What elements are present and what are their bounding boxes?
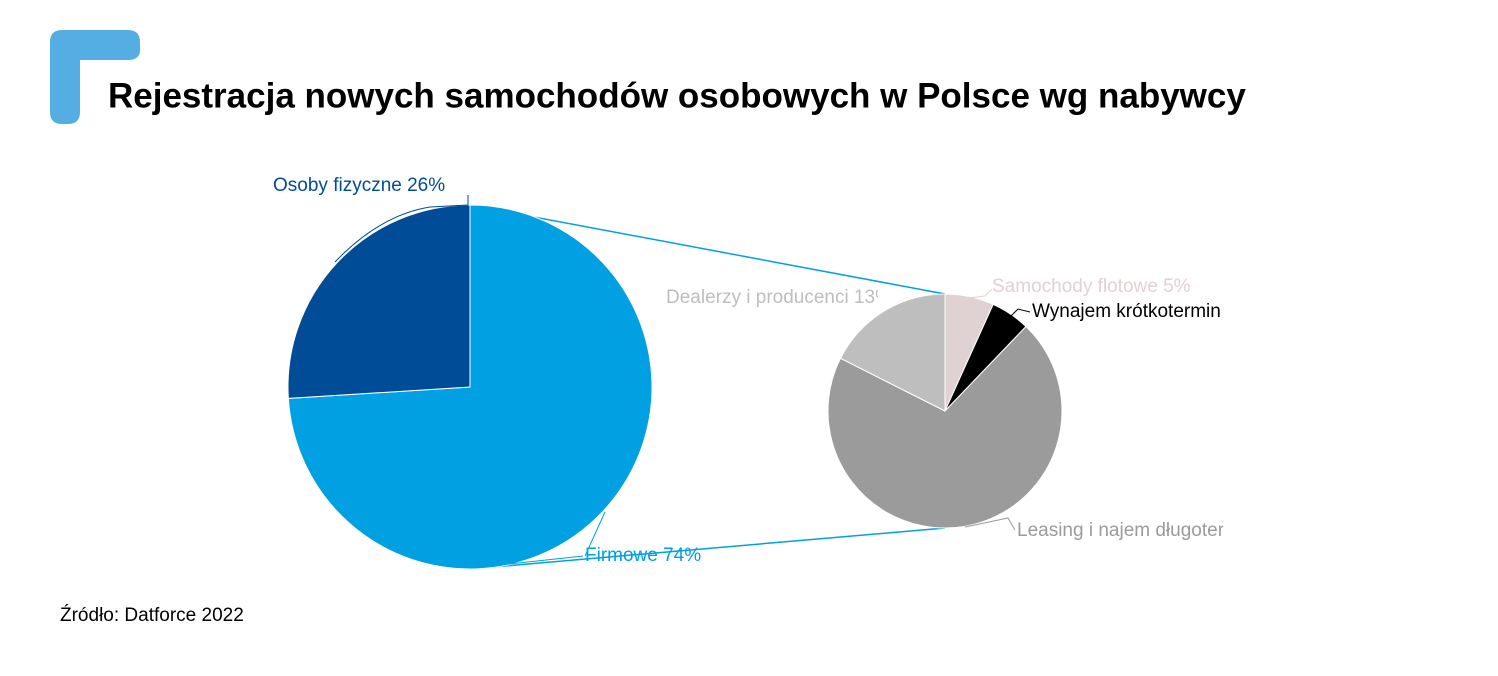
pie-slice [827,325,1063,529]
leader-line [1009,308,1031,318]
data-label: Osoby fizyczne 26% [273,175,445,196]
leader-line [334,195,469,263]
chart-title: Rejestracja nowych samochodów osobowych … [108,76,1246,115]
data-label: Leasing i najem długoterm [1017,520,1240,541]
leader-line [964,517,1016,531]
data-label: Wynajem krótkotermin [1032,301,1221,322]
data-label: Firmowe 74% [585,545,701,566]
leader-line [967,288,993,299]
data-label: Dealerzy i producenci 13% [666,287,892,308]
data-label: Samochody flotowe 5% [992,276,1191,297]
pie-slice [287,204,471,399]
connectors [469,204,946,570]
pie-slice [839,293,946,412]
connector-line [469,204,946,295]
connector-line [469,527,946,570]
leader-line [471,511,606,569]
logo [50,30,140,124]
source: Źródło: Datforce 2022 [60,605,244,626]
